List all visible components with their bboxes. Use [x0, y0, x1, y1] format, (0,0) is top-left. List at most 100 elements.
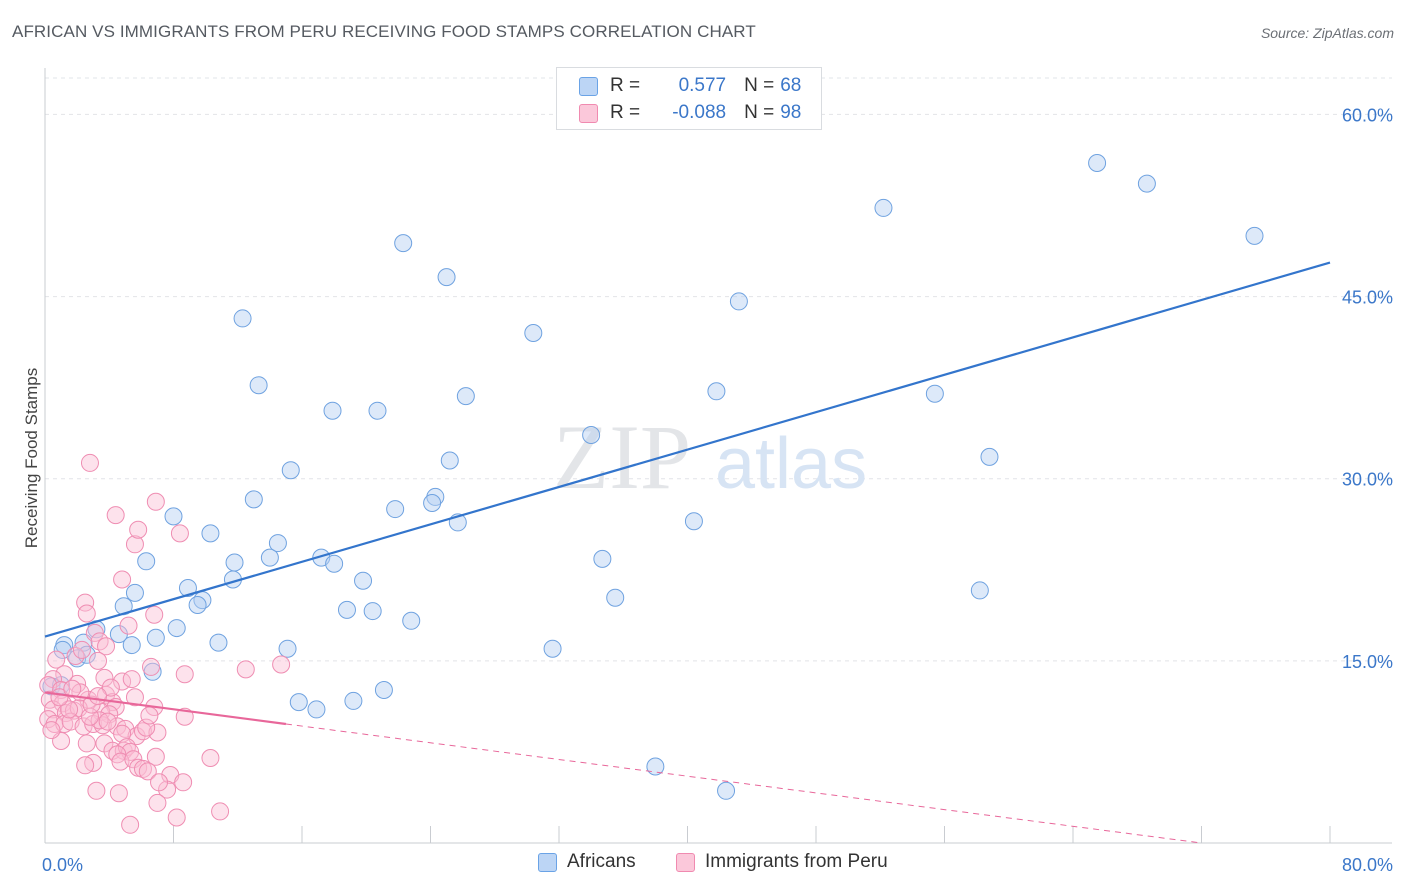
- point-africans: [323, 401, 342, 420]
- point-africans: [354, 571, 373, 590]
- watermark-zip: ZIP: [553, 406, 691, 508]
- point-peru: [138, 762, 157, 781]
- point-peru: [121, 815, 140, 834]
- point-peru: [76, 756, 95, 775]
- point-africans: [209, 633, 228, 652]
- axis-labels: 15.0% 30.0% 45.0% 60.0% 0.0% 80.0%: [42, 105, 1393, 875]
- point-peru: [124, 750, 143, 769]
- point-peru: [60, 700, 79, 719]
- point-africans: [201, 524, 220, 543]
- legend-swatch-peru: [579, 103, 598, 123]
- point-africans: [225, 553, 244, 572]
- bottom-legend-swatch-africans: [538, 852, 557, 872]
- legend-row-africans: R = 0.577 N = 68: [579, 73, 801, 99]
- point-africans: [244, 490, 263, 509]
- point-africans: [1137, 174, 1156, 193]
- point-peru: [150, 773, 169, 792]
- point-peru: [113, 570, 132, 589]
- legend-r-value: -0.088: [672, 102, 727, 123]
- y-tick-label: 45.0%: [1342, 288, 1393, 308]
- grid-lines: [45, 77, 1392, 662]
- point-africans: [437, 268, 456, 287]
- legend-n-value: 68: [780, 75, 802, 96]
- point-africans: [289, 693, 308, 712]
- legend-swatch-africans: [579, 76, 598, 96]
- point-africans: [593, 549, 612, 568]
- point-peru: [125, 535, 144, 554]
- point-africans: [707, 382, 726, 401]
- trendline-peru: [285, 723, 1202, 844]
- point-peru: [77, 604, 96, 623]
- point-peru: [148, 723, 167, 742]
- y-tick-label: 15.0%: [1342, 652, 1393, 672]
- point-peru: [47, 650, 66, 669]
- legend-row-peru: R = -0.088 N = 98: [579, 100, 801, 126]
- trendline-africans: [44, 261, 1331, 638]
- point-peru: [97, 637, 116, 656]
- point-peru: [93, 716, 112, 735]
- bottom-legend-africans: Africans: [538, 851, 636, 873]
- point-africans: [374, 681, 393, 699]
- point-peru: [77, 734, 96, 753]
- point-peru: [170, 524, 189, 543]
- watermark-atlas: atlas: [715, 424, 867, 504]
- legend-n-label: N =: [744, 102, 775, 123]
- point-africans: [233, 309, 252, 328]
- point-peru: [146, 747, 165, 766]
- point-peru: [167, 808, 186, 827]
- point-africans: [137, 552, 156, 571]
- point-peru: [101, 678, 120, 697]
- axes: [44, 68, 1392, 844]
- point-africans: [125, 583, 144, 602]
- legend-r-label: R =: [610, 102, 641, 123]
- point-peru: [145, 605, 164, 624]
- point-africans: [440, 451, 459, 470]
- point-africans: [386, 500, 405, 519]
- point-africans: [1088, 154, 1107, 172]
- bottom-legend-label-africans: Africans: [567, 851, 636, 872]
- point-africans: [278, 639, 297, 658]
- point-peru: [146, 492, 165, 511]
- point-africans: [423, 494, 442, 512]
- point-peru: [89, 651, 108, 670]
- point-africans: [980, 447, 999, 466]
- point-peru: [133, 722, 152, 741]
- bottom-legend-peru: Immigrants from Peru: [676, 851, 888, 873]
- point-africans: [325, 554, 344, 573]
- point-africans: [524, 324, 543, 342]
- legend-n-label: N =: [744, 75, 775, 96]
- point-africans: [281, 461, 300, 480]
- trendline-peru: [44, 691, 287, 726]
- point-africans: [394, 234, 413, 253]
- point-africans: [970, 581, 989, 600]
- point-africans: [606, 588, 625, 607]
- point-africans: [260, 548, 279, 567]
- point-africans: [684, 512, 703, 531]
- point-peru: [106, 506, 125, 525]
- point-africans: [344, 691, 363, 710]
- point-peru: [140, 706, 159, 725]
- point-africans: [456, 387, 475, 406]
- chart-source: Source: ZipAtlas.com: [1260, 25, 1394, 41]
- point-peru: [42, 721, 61, 740]
- x-tick-label-min: 0.0%: [42, 855, 83, 875]
- point-africans: [925, 384, 944, 403]
- point-peru: [175, 707, 194, 726]
- point-africans: [146, 628, 165, 647]
- point-peru: [119, 616, 138, 635]
- point-africans: [363, 602, 382, 621]
- y-axis-label: Receiving Food Stamps: [22, 368, 41, 548]
- point-peru: [272, 655, 291, 674]
- point-africans: [122, 636, 141, 655]
- y-tick-label: 30.0%: [1342, 470, 1393, 490]
- point-africans: [874, 198, 893, 217]
- point-peru: [148, 793, 167, 812]
- point-africans: [729, 292, 748, 311]
- chart-title: AFRICAN VS IMMIGRANTS FROM PERU RECEIVIN…: [12, 22, 756, 41]
- point-africans: [164, 507, 183, 526]
- point-peru: [125, 688, 144, 707]
- point-peru: [236, 660, 255, 679]
- point-africans: [268, 534, 287, 553]
- point-peru: [129, 520, 148, 539]
- point-peru: [142, 657, 161, 676]
